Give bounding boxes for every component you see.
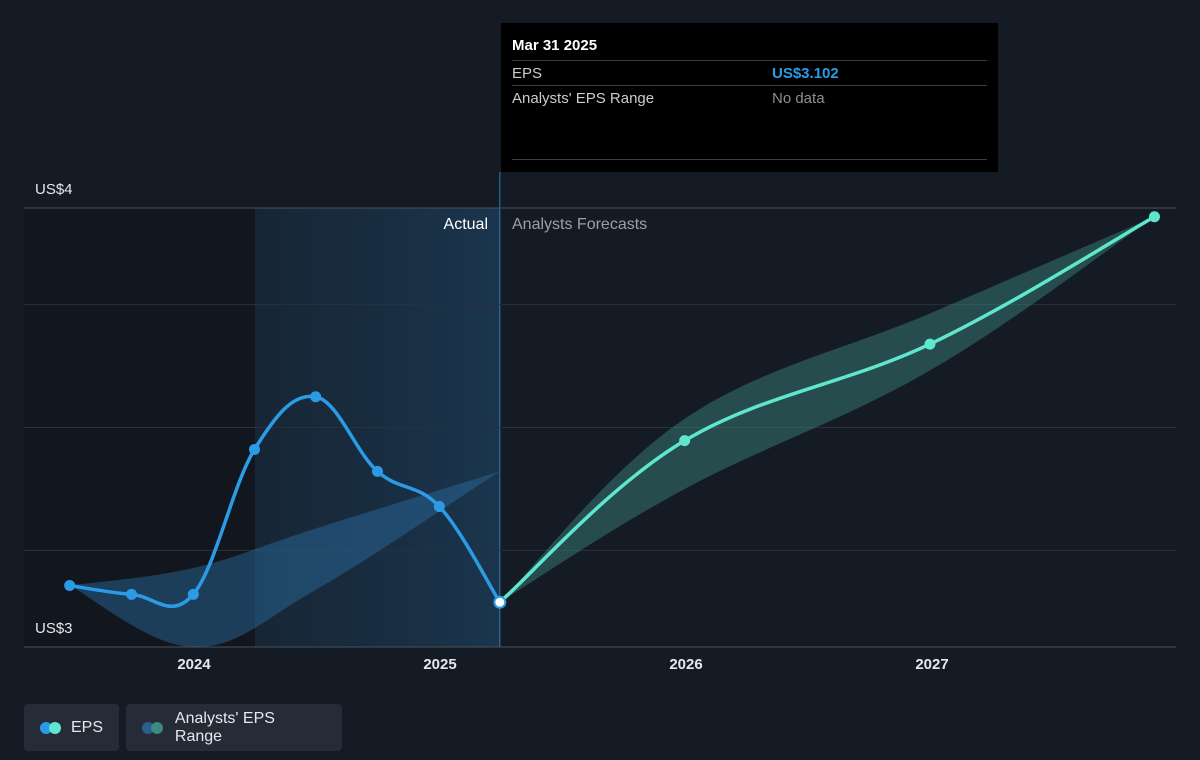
tooltip-eps-value: US$3.102 <box>772 64 839 82</box>
y-tick-label-bottom: US$3 <box>35 620 73 637</box>
tooltip-divider <box>512 159 987 160</box>
eps-highlight-point <box>493 595 507 609</box>
legend-eps[interactable]: EPS <box>24 704 119 751</box>
tooltip-row-eps: EPS US$3.102 <box>512 60 987 85</box>
legend-eps-label: EPS <box>70 718 103 736</box>
range-legend-icon <box>142 721 164 734</box>
actual-region-label: Actual <box>443 216 488 233</box>
y-tick-label-top: US$4 <box>35 181 73 198</box>
tooltip-date: Mar 31 2025 <box>512 37 598 54</box>
eps-data-point <box>64 580 76 592</box>
eps-legend-icon <box>40 721 61 734</box>
eps-data-point <box>125 588 137 600</box>
tooltip-range-label: Analysts' EPS Range <box>512 89 655 107</box>
eps-line-forecast <box>498 215 1157 604</box>
forecast-region-label: Analysts Forecasts <box>512 216 648 233</box>
legend-range-label: Analysts' EPS Range <box>174 709 275 745</box>
tooltip: Mar 31 2025 EPS US$3.102 Analysts' EPS R… <box>501 23 998 172</box>
eps-data-point <box>924 338 936 350</box>
eps-data-point <box>1148 211 1160 223</box>
tooltip-range-value: No data <box>772 89 825 107</box>
legend-range[interactable]: Analysts' EPS Range <box>126 704 342 751</box>
x-tick-label-2024: 2024 <box>177 656 211 673</box>
tooltip-row-range: Analysts' EPS Range No data <box>512 85 987 110</box>
eps-data-point <box>433 501 445 513</box>
tooltip-eps-label: EPS <box>512 64 543 82</box>
eps-range-band-actual <box>69 471 500 648</box>
x-tick-label-2027: 2027 <box>915 656 949 673</box>
x-tick-label-2026: 2026 <box>669 656 703 673</box>
eps-data-point <box>187 588 199 600</box>
eps-data-point <box>248 443 260 455</box>
eps-data-point <box>679 435 691 447</box>
eps-data-point <box>310 391 322 403</box>
x-tick-label-2025: 2025 <box>423 656 457 673</box>
eps-data-point <box>371 465 383 477</box>
